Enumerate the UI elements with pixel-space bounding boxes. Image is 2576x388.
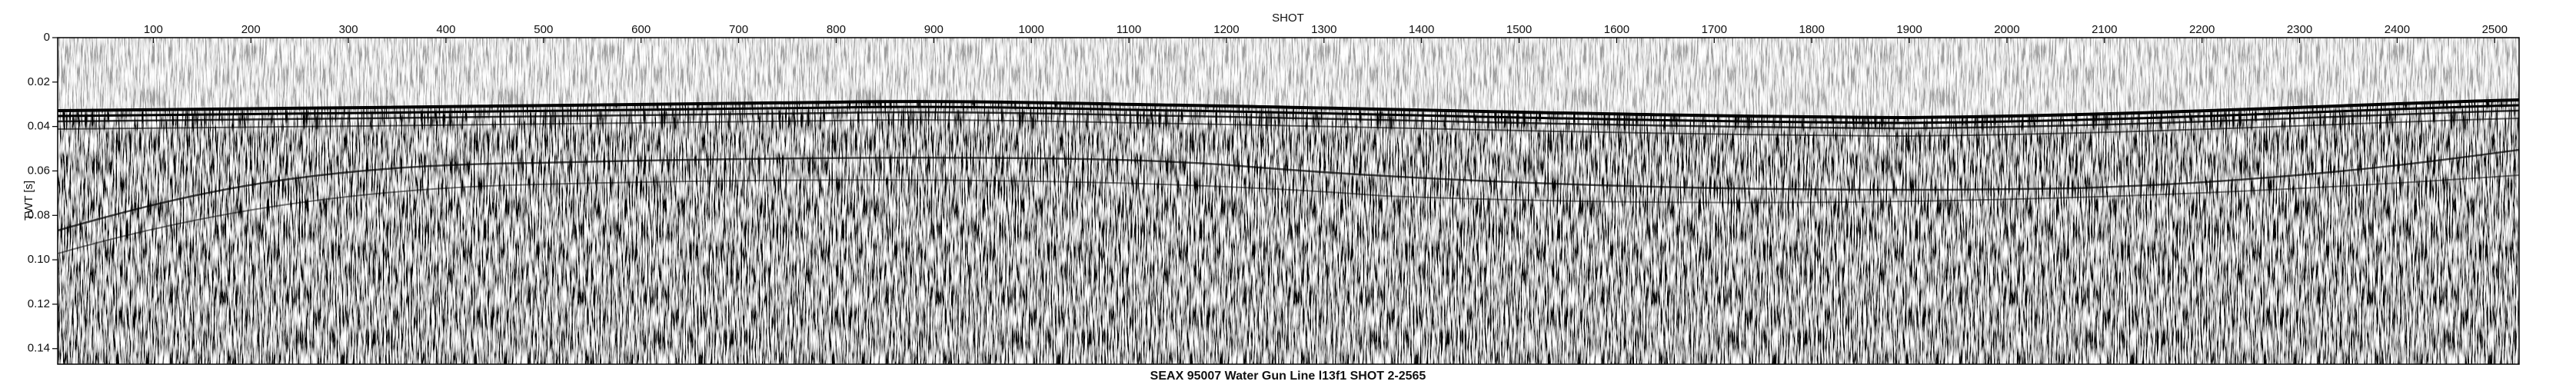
x-tick-label: 1200 <box>1213 23 1239 36</box>
x-tick-label: 200 <box>241 23 261 36</box>
y-tick-label: 0.06 <box>28 164 50 177</box>
x-tick-label: 1000 <box>1019 23 1044 36</box>
y-axis-label: TWT [s] <box>22 181 35 221</box>
x-tick-label: 1600 <box>1604 23 1629 36</box>
x-tick-label: 800 <box>827 23 846 36</box>
x-tick-label: 500 <box>534 23 553 36</box>
x-tick-label: 1800 <box>1799 23 1824 36</box>
x-tick-label: 900 <box>924 23 944 36</box>
y-tick-label: 0.08 <box>28 208 50 221</box>
x-tick-label: 400 <box>436 23 455 36</box>
x-tick-label: 1100 <box>1117 23 1141 36</box>
chart-title: SEAX 95007 Water Gun Line l13f1 SHOT 2-2… <box>1150 370 1426 383</box>
y-tick-label: 0.02 <box>28 75 50 88</box>
x-tick-label: 1300 <box>1311 23 1336 36</box>
x-tick-label: 700 <box>729 23 748 36</box>
x-tick-label: 300 <box>339 23 358 36</box>
seismic-section <box>58 38 2519 364</box>
water-column <box>58 38 2519 118</box>
x-tick-label: 2200 <box>2189 23 2215 36</box>
x-tick-label: 600 <box>631 23 651 36</box>
y-tick-label: 0.12 <box>28 297 50 310</box>
x-tick-label: 1500 <box>1506 23 1532 36</box>
x-tick-label: 2300 <box>2287 23 2312 36</box>
x-tick-label: 1900 <box>1896 23 1922 36</box>
x-tick-label: 2100 <box>2092 23 2117 36</box>
seafloor-reflectors <box>58 98 2519 254</box>
y-tick-label: 0.04 <box>28 120 50 133</box>
plot-frame <box>57 37 2520 365</box>
x-tick-label: 1400 <box>1409 23 1434 36</box>
x-tick-label: 2400 <box>2385 23 2410 36</box>
y-tick-label: 0 <box>44 31 50 44</box>
x-tick-label: 1700 <box>1702 23 1727 36</box>
x-tick-label: 2000 <box>1994 23 2019 36</box>
x-tick-label: 2500 <box>2482 23 2508 36</box>
y-tick-label: 0.10 <box>28 253 50 266</box>
y-tick-label: 0.14 <box>28 342 50 355</box>
x-tick-label: 100 <box>144 23 163 36</box>
x-axis-label: SHOT <box>1272 12 1304 25</box>
